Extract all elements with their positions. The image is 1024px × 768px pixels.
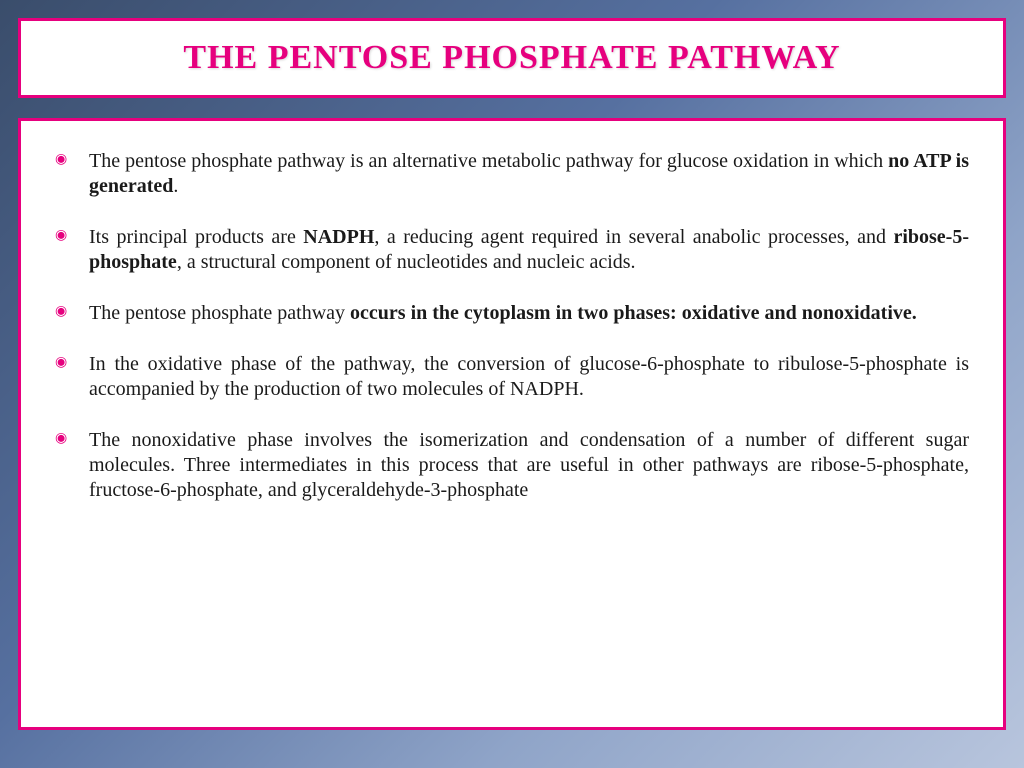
bullet-text: . bbox=[173, 175, 178, 197]
bullet-text: , a structural component of nucleotides … bbox=[177, 251, 636, 273]
bullet-item: The nonoxidative phase involves the isom… bbox=[55, 428, 969, 503]
bullet-text: The nonoxidative phase involves the isom… bbox=[89, 429, 969, 501]
title-box: THE PENTOSE PHOSPHATE PATHWAY bbox=[18, 18, 1006, 98]
bullet-item: Its principal products are NADPH, a redu… bbox=[55, 225, 969, 275]
bullet-bold: NADPH bbox=[303, 226, 374, 248]
bullet-bold: occurs in the cytoplasm in two phases: o… bbox=[350, 302, 917, 324]
bullet-item: In the oxidative phase of the pathway, t… bbox=[55, 352, 969, 402]
bullet-text: , a reducing agent required in several a… bbox=[374, 226, 893, 248]
bullet-text: The pentose phosphate pathway bbox=[89, 302, 350, 324]
bullet-text: The pentose phosphate pathway is an alte… bbox=[89, 150, 888, 172]
bullet-item: The pentose phosphate pathway is an alte… bbox=[55, 149, 969, 199]
bullet-list: The pentose phosphate pathway is an alte… bbox=[55, 149, 969, 503]
slide-title: THE PENTOSE PHOSPHATE PATHWAY bbox=[41, 39, 983, 77]
bullet-item: The pentose phosphate pathway occurs in … bbox=[55, 301, 969, 326]
bullet-text: Its principal products are bbox=[89, 226, 303, 248]
bullet-text: In the oxidative phase of the pathway, t… bbox=[89, 353, 969, 400]
content-box: The pentose phosphate pathway is an alte… bbox=[18, 118, 1006, 730]
